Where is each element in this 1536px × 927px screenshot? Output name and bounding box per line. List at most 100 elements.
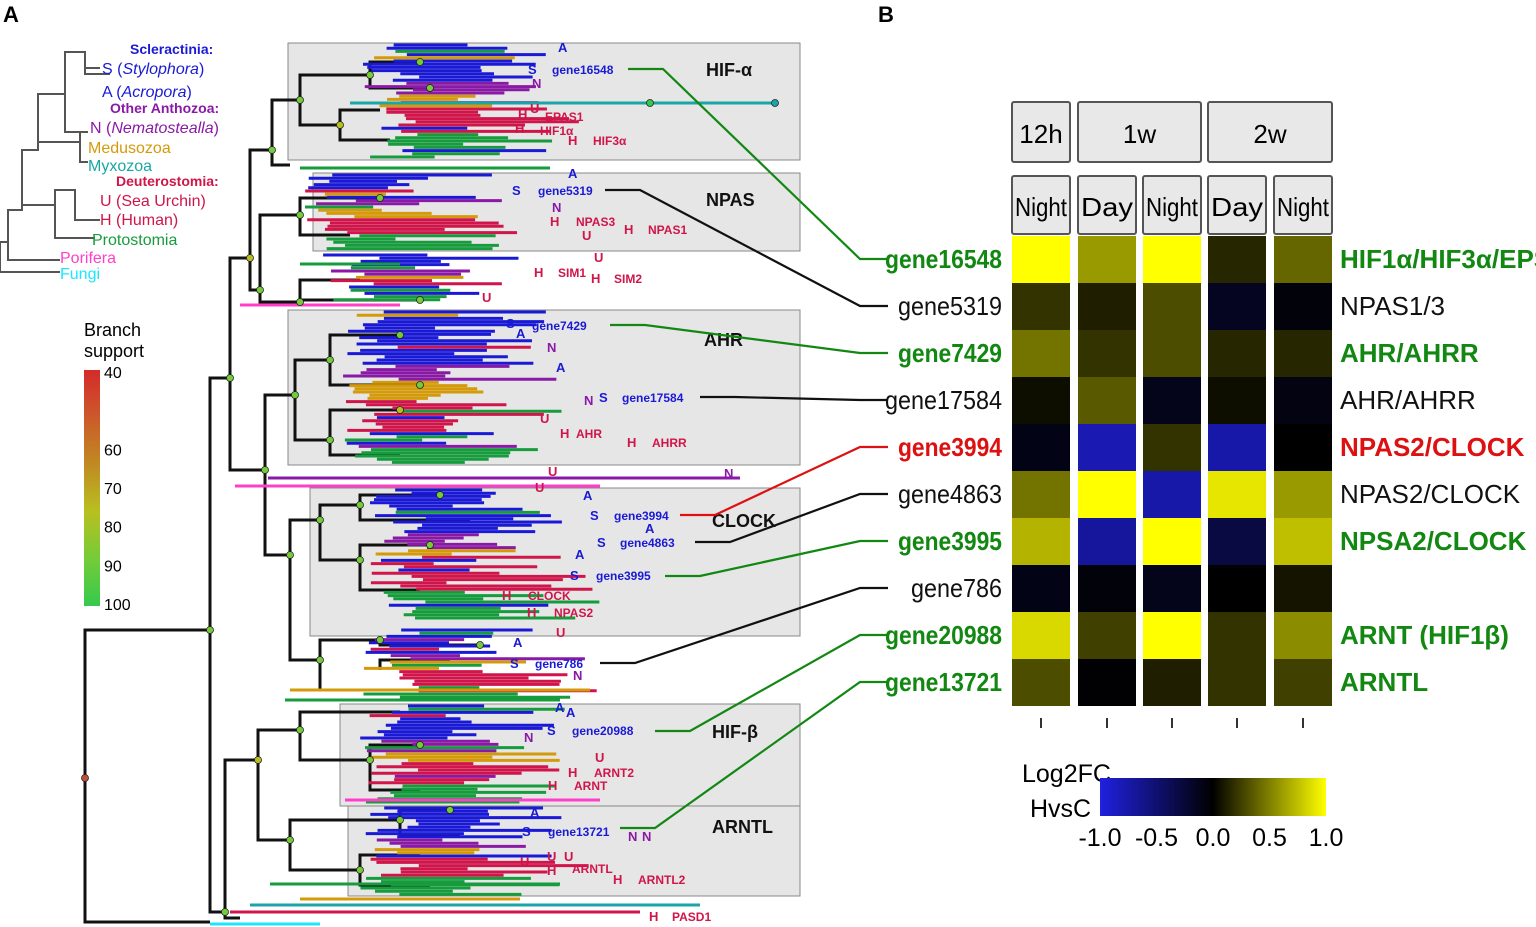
connector-line <box>680 445 888 517</box>
support-node <box>426 84 434 92</box>
panel-a-label: A <box>3 2 19 27</box>
clade-label: NPAS <box>706 190 755 210</box>
tree-tip-label: A <box>568 166 578 181</box>
colorbar-tick-label: -1.0 <box>1078 824 1121 852</box>
support-node <box>336 121 344 129</box>
tree-tip-label: S <box>510 656 519 671</box>
heatmap-cell <box>1143 471 1201 518</box>
tree-tip-label: H <box>534 265 543 280</box>
heatmap-cell <box>1274 283 1332 330</box>
heatmap-cell <box>1143 283 1201 330</box>
tree-tip-label: A <box>645 521 655 536</box>
tree-tip-label: H <box>547 863 556 878</box>
support-node <box>376 194 384 202</box>
connector-line <box>655 633 888 733</box>
support-node <box>246 254 254 262</box>
heatmap-cell <box>1143 565 1201 612</box>
colorbar-title-line2: HvsC <box>1030 795 1091 823</box>
heatmap-column-label: Day <box>1211 192 1263 222</box>
species-legend-item: U (Sea Urchin) <box>100 193 206 210</box>
branch-support-tick: 80 <box>104 520 122 537</box>
tree-tip-label: NPAS2 <box>554 606 593 620</box>
tree-gene-label: gene5319 <box>538 184 593 198</box>
heatmap-cell <box>1274 471 1332 518</box>
tree-tip-label: NPAS1 <box>648 223 687 237</box>
support-node <box>366 71 374 79</box>
tree-tip-label: AHRR <box>652 436 687 450</box>
heatmap-row-label: gene3994 <box>898 432 1002 462</box>
heatmap-cell <box>1274 659 1332 706</box>
heatmap-cell <box>1012 424 1070 471</box>
tree-gene-label: gene13721 <box>548 825 610 839</box>
tree-tip-label: N <box>552 200 561 215</box>
support-node <box>416 741 424 749</box>
species-legend-item: Fungi <box>60 266 100 283</box>
heatmap-cell <box>1012 659 1070 706</box>
tree-tip-label: U <box>520 854 529 869</box>
tree-tip-label: S <box>570 568 579 583</box>
support-node <box>254 756 262 764</box>
support-node <box>476 641 484 649</box>
tree-gene-label: gene7429 <box>532 319 587 333</box>
colorbar-tick-label: 0.0 <box>1196 824 1231 852</box>
support-node <box>356 866 364 874</box>
heatmap: 12h Night 1w Day Night 2w Day Night gene16548 ge… <box>885 101 1536 728</box>
tree-tip-label: U <box>595 750 604 765</box>
tree-tip-label: U <box>530 101 539 116</box>
tree-tip-label: U <box>547 849 556 864</box>
tree-tips <box>210 43 775 926</box>
tree-tip-label: NPAS3 <box>576 215 615 229</box>
heatmap-cell <box>1012 377 1070 424</box>
heatmap-cell <box>1274 565 1332 612</box>
heatmap-cell <box>1274 330 1332 377</box>
tree-tip-label: N <box>532 76 541 91</box>
heatmap-cell <box>1012 612 1070 659</box>
clade-label: CLOCK <box>712 511 776 531</box>
branch-support-title-2: support <box>84 341 144 361</box>
support-node <box>296 298 304 306</box>
heatmap-cell <box>1012 471 1070 518</box>
tree-tip-label: S <box>590 508 599 523</box>
support-node <box>316 656 324 664</box>
support-node <box>326 356 334 364</box>
tree-tip-label: AHR <box>576 427 602 441</box>
heatmap-column-label: Day <box>1081 192 1133 222</box>
tree-tip-label: A <box>513 635 523 650</box>
tree-tip-label: H <box>548 778 557 793</box>
heatmap-cell <box>1274 377 1332 424</box>
tree-tip-label: U <box>556 625 565 640</box>
tree-tip-label: N <box>584 393 593 408</box>
heatmap-row-label: gene786 <box>911 573 1002 603</box>
support-node <box>646 99 654 107</box>
support-node <box>268 146 276 154</box>
heatmap-cell <box>1143 236 1201 283</box>
branch-support-colorbar <box>84 370 100 606</box>
heatmap-cell <box>1143 330 1201 377</box>
tree-tip-label: N <box>724 466 733 481</box>
species-legend-item: H (Human) <box>100 212 178 229</box>
heatmap-column-label: Night <box>1277 192 1330 222</box>
support-node <box>261 466 269 474</box>
support-node <box>296 211 304 219</box>
branch-support-tick: 60 <box>104 442 122 459</box>
heatmap-row-label: gene7429 <box>898 338 1002 368</box>
branch-support-tick: 90 <box>104 558 122 575</box>
clade-label: ARNTL <box>712 817 773 837</box>
heatmap-cell <box>1012 283 1070 330</box>
colorbar-tick-label: 1.0 <box>1309 824 1344 852</box>
branch-support-legend: Branch support 40 60 70 80 90 100 <box>84 320 144 614</box>
tree-tip-label: ARNTL <box>572 862 613 876</box>
panel-b-label: B <box>878 2 894 27</box>
branch-support-title-1: Branch <box>84 320 141 340</box>
heatmap-cell <box>1143 424 1201 471</box>
support-node <box>81 774 89 782</box>
tree-tip-label: ARNTL2 <box>638 873 686 887</box>
tree-tip-label: H <box>550 214 559 229</box>
heatmap-row-label: gene4863 <box>898 479 1002 509</box>
heatmap-row-annotation: NPAS2/CLOCK <box>1340 479 1521 509</box>
tree-gene-label: gene3994 <box>614 509 669 523</box>
heatmap-cell <box>1078 659 1136 706</box>
heatmap-column-label: Night <box>1146 192 1199 222</box>
tree-tip-label: U <box>535 480 544 495</box>
